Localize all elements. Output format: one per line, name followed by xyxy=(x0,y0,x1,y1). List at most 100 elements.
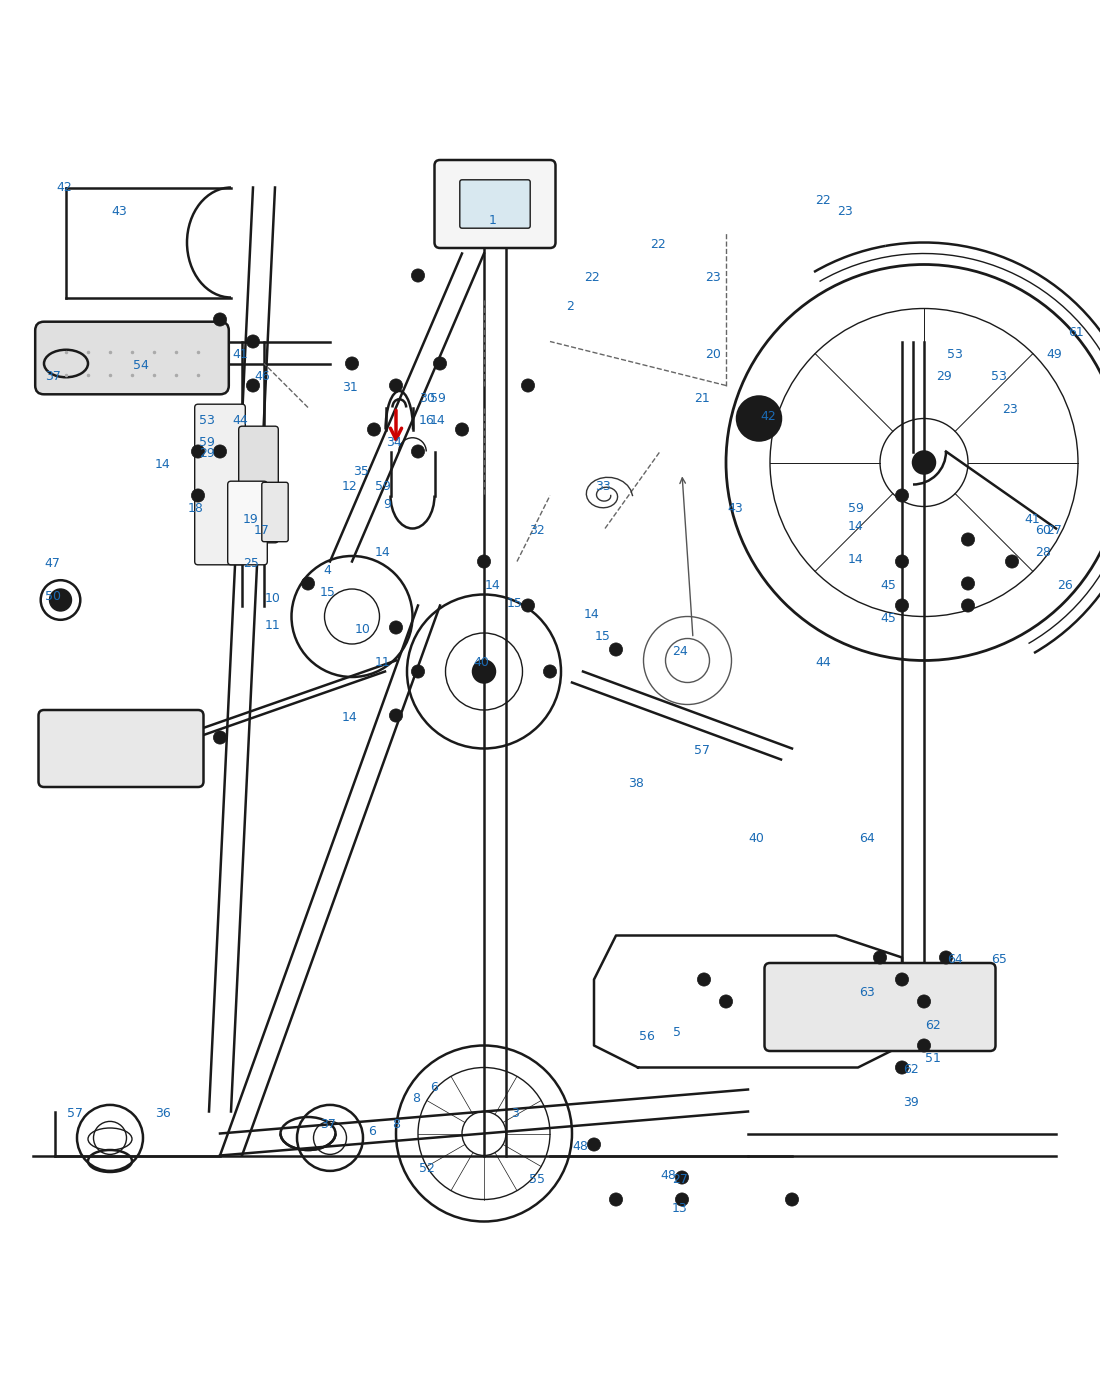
Text: 35: 35 xyxy=(353,465,369,477)
Text: 59: 59 xyxy=(848,502,864,515)
Circle shape xyxy=(213,731,227,743)
Text: 23: 23 xyxy=(1002,404,1018,416)
Text: 26: 26 xyxy=(1057,580,1072,592)
Text: 6: 6 xyxy=(430,1080,439,1094)
FancyBboxPatch shape xyxy=(228,481,267,565)
Text: 31: 31 xyxy=(342,381,358,394)
Text: 65: 65 xyxy=(991,953,1006,967)
Circle shape xyxy=(191,445,205,458)
Circle shape xyxy=(389,621,403,634)
Circle shape xyxy=(609,644,623,656)
Text: 33: 33 xyxy=(595,480,610,494)
Text: 10: 10 xyxy=(355,623,371,637)
Circle shape xyxy=(389,379,403,393)
Circle shape xyxy=(785,1193,799,1207)
Circle shape xyxy=(477,555,491,569)
Text: 15: 15 xyxy=(320,585,336,599)
Circle shape xyxy=(719,994,733,1008)
Circle shape xyxy=(477,664,491,678)
Text: 44: 44 xyxy=(232,415,248,427)
Circle shape xyxy=(961,533,975,546)
Circle shape xyxy=(389,709,403,723)
FancyBboxPatch shape xyxy=(764,963,996,1051)
Text: 18: 18 xyxy=(188,502,204,515)
Text: 17: 17 xyxy=(254,524,270,537)
Text: 22: 22 xyxy=(584,272,600,284)
FancyBboxPatch shape xyxy=(434,160,556,248)
Text: 24: 24 xyxy=(672,645,688,659)
Circle shape xyxy=(895,599,909,612)
FancyBboxPatch shape xyxy=(195,404,245,565)
Circle shape xyxy=(455,423,469,436)
Text: 29: 29 xyxy=(936,370,952,383)
Circle shape xyxy=(675,1171,689,1184)
Text: 2: 2 xyxy=(565,300,574,313)
Circle shape xyxy=(939,951,953,964)
Text: 38: 38 xyxy=(628,777,643,791)
Text: 5: 5 xyxy=(672,1026,681,1039)
Text: 14: 14 xyxy=(155,458,170,472)
Circle shape xyxy=(1005,555,1019,569)
Text: 32: 32 xyxy=(529,524,544,537)
Circle shape xyxy=(737,397,781,441)
Text: 14: 14 xyxy=(848,520,864,533)
Text: 56: 56 xyxy=(639,1031,654,1043)
Text: 8: 8 xyxy=(411,1092,420,1105)
Text: 14: 14 xyxy=(375,546,390,559)
Text: 14: 14 xyxy=(584,608,600,621)
FancyBboxPatch shape xyxy=(39,710,204,786)
Text: 14: 14 xyxy=(485,580,501,592)
Text: 11: 11 xyxy=(265,619,280,632)
Circle shape xyxy=(609,1193,623,1207)
Text: 9: 9 xyxy=(383,498,392,510)
Text: 48: 48 xyxy=(661,1169,676,1182)
Circle shape xyxy=(917,994,931,1008)
Text: 23: 23 xyxy=(837,205,852,218)
Text: 34: 34 xyxy=(386,436,402,449)
Text: 44: 44 xyxy=(815,656,830,669)
Text: 36: 36 xyxy=(155,1107,170,1121)
Text: 27: 27 xyxy=(1046,524,1062,537)
Text: 14: 14 xyxy=(848,553,864,566)
Circle shape xyxy=(913,452,935,473)
Text: 49: 49 xyxy=(1046,348,1062,361)
Circle shape xyxy=(697,972,711,986)
Text: 41: 41 xyxy=(232,348,248,361)
Circle shape xyxy=(675,1193,689,1207)
Circle shape xyxy=(411,445,425,458)
Text: 40: 40 xyxy=(474,656,490,669)
Text: 40: 40 xyxy=(749,832,764,845)
Text: 22: 22 xyxy=(650,239,666,251)
Text: 43: 43 xyxy=(111,205,126,218)
Text: 59: 59 xyxy=(199,436,214,449)
Text: 1: 1 xyxy=(488,214,497,227)
Text: 48: 48 xyxy=(573,1140,588,1153)
Text: 45: 45 xyxy=(881,612,896,626)
Text: 45: 45 xyxy=(881,580,896,592)
Text: 27: 27 xyxy=(672,1173,688,1186)
Text: 63: 63 xyxy=(859,986,874,999)
Circle shape xyxy=(213,445,227,458)
Circle shape xyxy=(895,555,909,569)
Text: 12: 12 xyxy=(342,480,358,494)
Text: 19: 19 xyxy=(243,513,258,526)
Text: 14: 14 xyxy=(430,415,446,427)
Text: 25: 25 xyxy=(243,558,258,570)
Text: 41: 41 xyxy=(1024,513,1040,526)
Text: 61: 61 xyxy=(1068,326,1084,340)
Text: 6: 6 xyxy=(367,1125,376,1137)
Circle shape xyxy=(433,356,447,370)
Text: 21: 21 xyxy=(694,393,710,405)
Circle shape xyxy=(301,577,315,589)
Text: 20: 20 xyxy=(705,348,720,361)
Circle shape xyxy=(411,664,425,678)
Text: 46: 46 xyxy=(254,370,270,383)
Circle shape xyxy=(345,356,359,370)
Text: 64: 64 xyxy=(859,832,874,845)
Circle shape xyxy=(367,423,381,436)
Circle shape xyxy=(961,577,975,589)
Text: 28: 28 xyxy=(1035,546,1050,559)
Circle shape xyxy=(411,269,425,282)
Circle shape xyxy=(917,1039,931,1053)
Text: 10: 10 xyxy=(265,592,280,605)
